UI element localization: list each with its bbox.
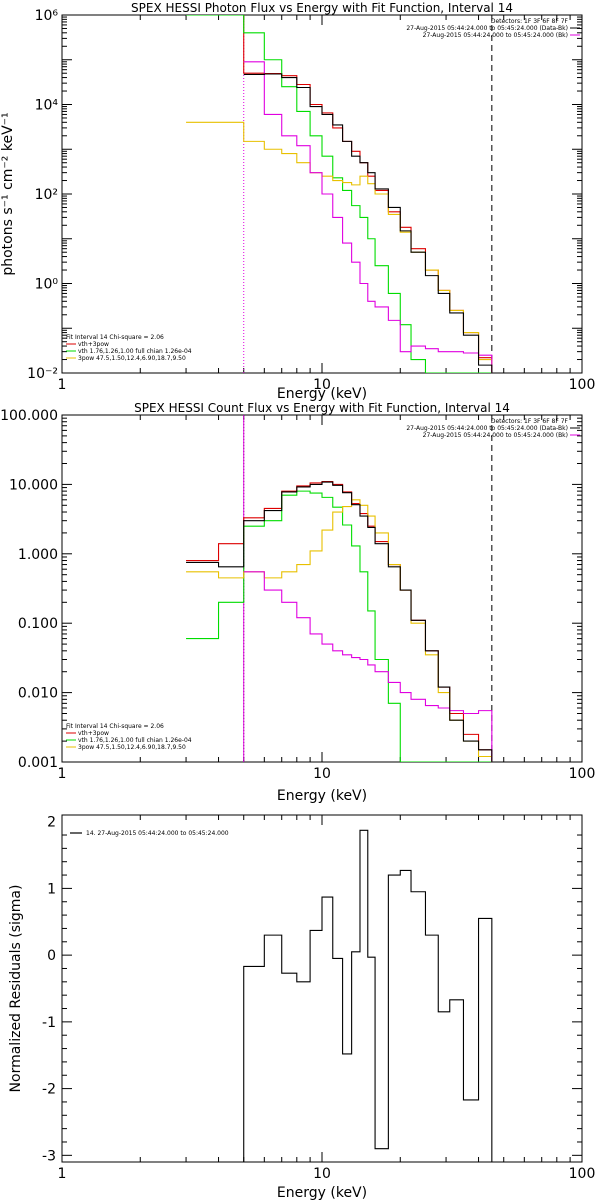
legend-entry-label: 27-Aug-2015 05:44:24.000 to 05:45:24.000… [423,432,568,439]
legend-entry-label: 27-Aug-2015 05:44:24.000 to 05:45:24.000… [406,425,568,432]
y-tick-label: 0.010 [18,686,58,702]
chart-panel-3: 1 10 100 Energy (keV) -3 -2 -1 0 1 2 Normalized Re… [8,814,596,1200]
legend-entry-label: 27-Aug-2015 05:44:24.000 to 05:45:24.000… [423,32,568,39]
x-tick-label: 10 [313,1166,331,1182]
y-tick-label: -2 [42,1082,56,1098]
series-3pow [186,121,493,373]
y-tick-label: 10⁶ [35,8,59,24]
y-tick-label: -3 [42,1148,56,1164]
series-3pow [186,499,493,762]
y-tick-label: 2 [47,815,56,831]
series-group [243,829,493,1162]
x-tick-label: 1 [58,1166,67,1182]
legend-entry-label: 14. 27-Aug-2015 05:44:24.000 to 05:45:24… [86,830,229,837]
x-tick-label: 10 [313,766,331,782]
x-tick-label: 1 [58,377,67,393]
y-tick-label: 10.000 [9,477,58,493]
chart-panel-2: SPEX HESSI Count Flux vs Energy with Fit… [0,401,595,804]
y-tick-label: 0 [47,948,56,964]
y-tick-label: 0.100 [18,616,58,632]
fit-info: Fit Interval 14 Chi-square = 2.06vth+3po… [66,723,192,751]
y-tick-label: 0.001 [18,755,58,771]
y-axis-label: photons s⁻¹ cm⁻² keV⁻¹ [0,112,16,275]
y-tick-label: 100.000 [0,408,58,424]
y-tick-label: -1 [42,1015,56,1031]
series-vth-3pow [186,15,493,373]
x-tick-label: 100 [569,377,596,393]
fit-info-line: 3pow 47.5,1.50,12.4,6.90,18.7,9.50 [78,355,186,362]
detectors-label: Detectors: 1F 3F 6F 8F 7F [491,18,569,25]
x-tick-label: 1 [58,766,67,782]
series-data-bk [186,481,493,762]
fit-info-line: vth 1.76,1.26,1.00 full chian 1.26e-04 [78,737,192,744]
y-tick-label: 10⁻² [27,366,58,382]
y-tick-label: 10² [35,187,58,203]
fit-info-line: vth+3pow [78,341,109,348]
fit-info-line: Fit Interval 14 Chi-square = 2.06 [66,723,164,730]
x-axis-label: Energy (keV) [277,1185,367,1200]
fit-info-line: vth+3pow [78,730,109,737]
y-tick-label: 1.000 [18,547,58,563]
y-axis-label: Normalized Residuals (sigma) [8,885,24,1093]
x-tick-label: 100 [569,766,596,782]
chart-title: SPEX HESSI Count Flux vs Energy with Fit… [134,401,510,415]
series-vth [186,15,492,373]
y-tick-label: 10⁰ [35,277,59,293]
series-vth [186,490,492,762]
fit-info-line: Fit Interval 14 Chi-square = 2.06 [66,334,164,341]
y-axis: 10⁻² 10⁰ 10² 10⁴ 10⁶ [27,8,582,382]
fit-info: Fit Interval 14 Chi-square = 2.06vth+3po… [66,334,192,362]
series-data-bk [243,73,493,373]
fit-info-line: vth 1.76,1.26,1.00 full chian 1.26e-04 [78,348,192,355]
y-tick-label: 10⁴ [35,98,59,114]
y-axis: -3 -2 -1 0 1 2 [42,815,582,1164]
x-tick-label: 10 [313,377,331,393]
series-vth-3pow [186,480,493,762]
series-group [186,480,493,762]
series-group [186,15,493,373]
x-axis-label: Energy (keV) [277,386,367,402]
chart-title: SPEX HESSI Photon Flux vs Energy with Fi… [131,1,513,15]
plot-frame [61,814,583,1163]
y-axis: 0.001 0.010 0.100 1.000 10.000 100.000 [0,408,582,771]
legend: 14. 27-Aug-2015 05:44:24.000 to 05:45:24… [70,830,229,837]
x-tick-label: 100 [569,1166,596,1182]
series-residuals [243,829,493,1162]
plot-frame [61,414,583,763]
fit-info-line: 3pow 47.5,1.50,12.4,6.90,18.7,9.50 [78,744,186,751]
chart-panel-1: SPEX HESSI Photon Flux vs Energy with Fi… [0,1,595,402]
detectors-label: Detectors: 1F 3F 6F 8F 7F [491,418,569,425]
legend-entry-label: 27-Aug-2015 05:44:24.000 to 05:45:24.000… [406,25,568,32]
x-axis: 1 10 100 [58,815,596,1182]
y-tick-label: 1 [47,881,56,897]
x-axis-label: Energy (keV) [277,788,367,804]
series-bk [243,61,493,373]
